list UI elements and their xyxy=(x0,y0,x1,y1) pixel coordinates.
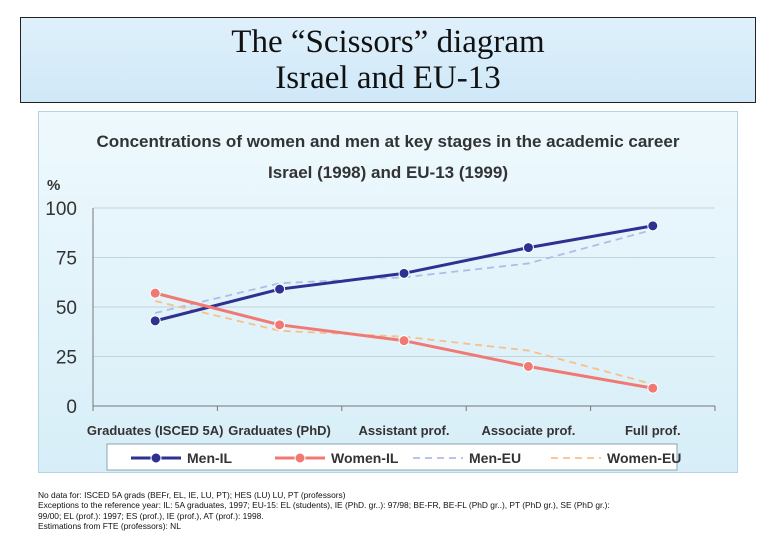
slide-title-line-2: Israel and EU-13 xyxy=(275,60,501,96)
legend-label: Women-IL xyxy=(331,450,399,466)
y-axis-label: % xyxy=(47,177,60,194)
footnote-line: Exceptions to the reference year: IL: 5A… xyxy=(38,500,610,511)
y-tick-label: 0 xyxy=(66,397,77,418)
legend-label: Men-IL xyxy=(187,450,233,466)
footnote-line: Estimations from FTE (professors): NL xyxy=(38,521,181,532)
x-tick-label: Associate prof. xyxy=(481,423,575,438)
data-point-men-il xyxy=(149,315,161,327)
y-tick-label: 50 xyxy=(56,298,77,319)
legend-box xyxy=(106,443,678,471)
slide-title-box: The “Scissors” diagram Israel and EU-13 xyxy=(20,17,756,103)
data-point-women-il xyxy=(522,360,534,372)
chart-panel: Concentrations of women and men at key s… xyxy=(38,111,738,473)
data-point-men-il xyxy=(398,267,410,279)
y-tick-label: 100 xyxy=(45,199,77,220)
legend-marker-men-il xyxy=(150,452,162,464)
legend-marker-women-il xyxy=(294,452,306,464)
chart-title-line-2: Israel (1998) and EU-13 (1999) xyxy=(268,163,508,182)
data-point-men-il xyxy=(647,220,659,232)
data-point-women-il xyxy=(149,287,161,299)
data-point-women-il xyxy=(647,382,659,394)
data-point-women-il xyxy=(274,319,286,331)
data-point-men-il xyxy=(522,242,534,254)
footnote-line: No data for: ISCED 5A grads (BEFr, EL, I… xyxy=(38,490,346,500)
data-point-women-il xyxy=(398,335,410,347)
y-tick-label: 75 xyxy=(56,249,77,270)
x-tick-label: Graduates (PhD) xyxy=(228,423,331,438)
legend-label: Women-EU xyxy=(607,450,681,466)
legend-label: Men-EU xyxy=(469,450,521,466)
x-tick-label: Graduates (ISCED 5A) xyxy=(87,423,224,438)
x-tick-label: Assistant prof. xyxy=(358,423,449,438)
chart-title-line-1: Concentrations of women and men at key s… xyxy=(97,132,680,151)
footnotes: No data for: ISCED 5A grads (BEFr, EL, I… xyxy=(38,490,768,532)
line-chart: Concentrations of women and men at key s… xyxy=(45,132,716,471)
slide-title-line-1: The “Scissors” diagram xyxy=(231,24,545,60)
data-point-men-il xyxy=(274,283,286,295)
x-tick-label: Full prof. xyxy=(625,423,681,438)
y-tick-label: 25 xyxy=(56,348,77,369)
footnote-line: 99/00; EL (prof.): 1997; ES (prof.), IE … xyxy=(38,510,264,521)
